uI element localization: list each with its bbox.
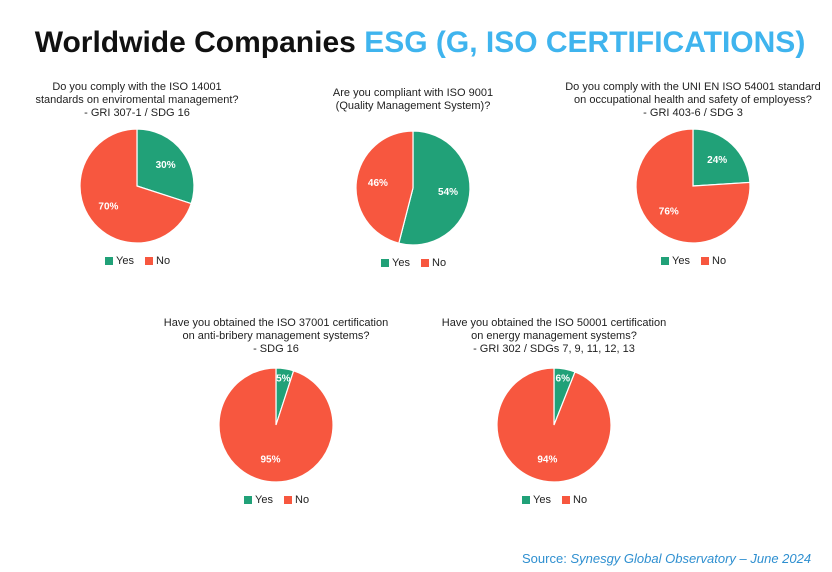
pie-title: Have you obtained the ISO 50001 certific…	[442, 317, 666, 329]
pie-title: - GRI 302 / SDGs 7, 9, 11, 12, 13	[473, 343, 635, 355]
value-label: 30%	[156, 160, 176, 171]
legend-swatch	[284, 496, 292, 504]
value-label: 46%	[368, 178, 388, 189]
value-label: 24%	[707, 155, 727, 166]
pie-title: - SDG 16	[253, 343, 299, 355]
legend-label: No	[432, 257, 446, 269]
legend-label: No	[712, 255, 726, 267]
pie-title: on anti-bribery management systems?	[182, 330, 369, 342]
legend-swatch	[145, 257, 153, 265]
pie-slice	[496, 367, 612, 483]
value-label: 95%	[260, 455, 280, 466]
pie-slice	[79, 128, 192, 244]
legend-label: Yes	[672, 255, 690, 267]
pie-title: - GRI 403-6 / SDG 3	[643, 107, 743, 119]
pie-title: - GRI 307-1 / SDG 16	[84, 107, 190, 119]
title-highlight: ESG (G, ISO CERTIFICATIONS)	[364, 26, 805, 59]
legend-swatch	[522, 496, 530, 504]
value-label: 76%	[659, 206, 679, 217]
legend-swatch	[381, 259, 389, 267]
legend-label: Yes	[533, 494, 551, 506]
legend-label: No	[573, 494, 587, 506]
pie-title: on energy management systems?	[471, 330, 637, 342]
legend-swatch	[244, 496, 252, 504]
pie-title: (Quality Management System)?	[336, 100, 491, 112]
legend-label: No	[295, 494, 309, 506]
title-main: Worldwide Companies	[35, 26, 356, 59]
pie-slice	[136, 128, 195, 205]
value-label: 70%	[98, 201, 118, 212]
pie-title: standards on enviromental management?	[35, 94, 238, 106]
value-label: 5%	[276, 373, 291, 384]
value-label: 54%	[438, 187, 458, 198]
pie-slice	[692, 128, 751, 187]
page-title: Worldwide Companies ESG (G, ISO CERTIFIC…	[35, 26, 806, 59]
pie-slice	[218, 367, 334, 483]
pie-title: Have you obtained the ISO 37001 certific…	[164, 317, 388, 329]
legend-label: Yes	[392, 257, 410, 269]
legend-swatch	[105, 257, 113, 265]
legend-label: Yes	[255, 494, 273, 506]
source: Source: Synesgy Global Observatory – Jun…	[522, 551, 811, 566]
pie-title: Do you comply with the UNI EN ISO 54001 …	[565, 81, 821, 93]
pie-slice	[355, 130, 414, 244]
legend-label: No	[156, 255, 170, 267]
pie-slice	[398, 130, 471, 246]
source-label: Source:	[522, 551, 567, 566]
value-label: 94%	[537, 454, 557, 465]
legend-swatch	[421, 259, 429, 267]
value-label: 6%	[556, 374, 571, 385]
pie-title: Are you compliant with ISO 9001	[333, 87, 493, 99]
pie-title: Do you comply with the ISO 14001	[52, 81, 221, 93]
source-text: Synesgy Global Observatory – June 2024	[570, 551, 811, 566]
legend-swatch	[701, 257, 709, 265]
legend-label: Yes	[116, 255, 134, 267]
pie-title: on occupational health and safety of emp…	[574, 94, 812, 106]
pie-slice	[635, 128, 751, 244]
legend-swatch	[661, 257, 669, 265]
legend-swatch	[562, 496, 570, 504]
